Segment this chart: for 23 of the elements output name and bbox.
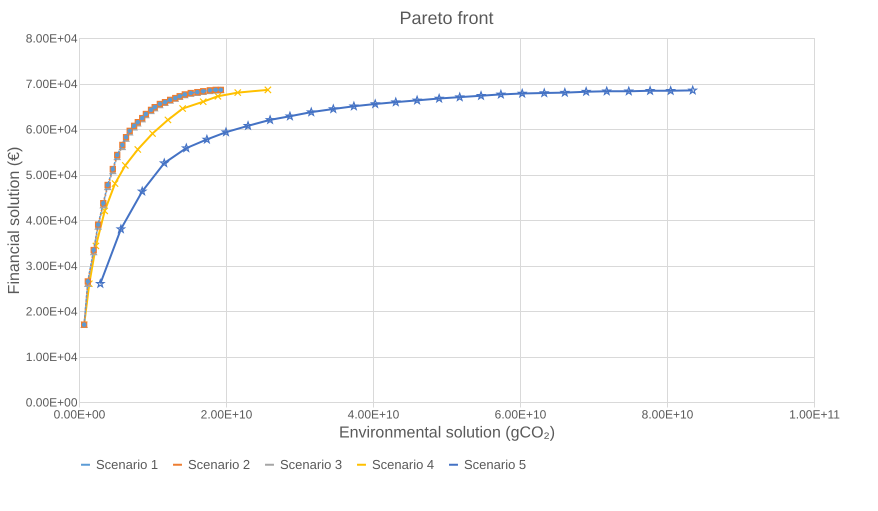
y-axis-title: Financial solution (€) <box>6 146 23 294</box>
x-tick-label: 1.00E+11 <box>789 408 840 422</box>
x-tick-label: 6.00E+10 <box>494 408 547 422</box>
y-tick-label: 2.00E+04 <box>26 304 78 318</box>
y-tick-label: 3.00E+04 <box>26 259 78 273</box>
x-tick-label: 4.00E+10 <box>348 408 400 422</box>
y-tick-label: 6.00E+04 <box>26 122 78 136</box>
chart-title: Pareto front <box>399 8 494 28</box>
legend-label: Scenario 5 <box>464 456 526 472</box>
y-tick-label: 0.00E+00 <box>26 396 78 410</box>
legend-label: Scenario 4 <box>372 456 434 472</box>
x-axis-title: Environmental solution (gCO₂) <box>338 424 556 442</box>
x-tick-label: 2.00E+10 <box>200 408 253 422</box>
legend-label: Scenario 1 <box>96 456 158 472</box>
x-tick-label: 0.00E+00 <box>54 408 106 422</box>
x-tick-label: 8.00E+10 <box>642 408 694 422</box>
legend-label: Scenario 3 <box>280 456 342 472</box>
y-tick-label: 4.00E+04 <box>26 214 78 228</box>
y-tick-label: 7.00E+04 <box>26 77 78 91</box>
y-tick-label: 8.00E+04 <box>26 32 78 46</box>
y-tick-label: 1.00E+04 <box>26 350 78 364</box>
y-tick-label: 5.00E+04 <box>26 168 78 182</box>
legend-label: Scenario 2 <box>188 456 250 472</box>
